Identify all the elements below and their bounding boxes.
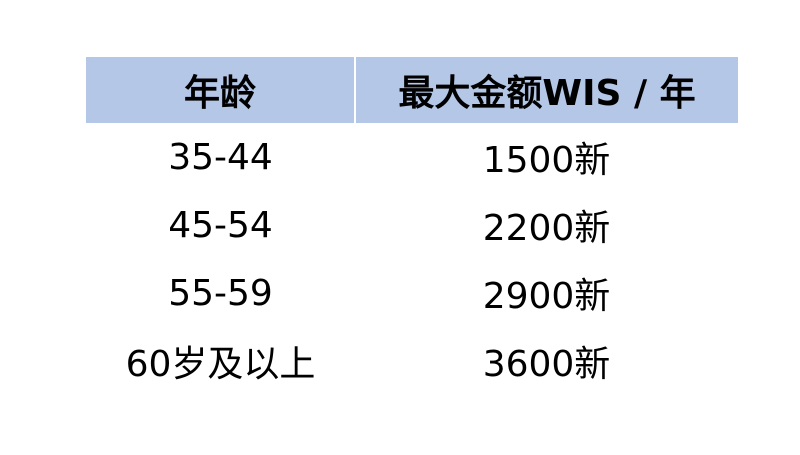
amount-cell: 2900新 [482,276,611,317]
age-cell: 60岁及以上 [125,344,316,385]
header-max-amount: 最大金额WIS / 年 [355,57,738,123]
header-row: 年龄 最大金额WIS / 年 [86,57,738,123]
table-row: 45-54 2200新 [86,191,738,259]
table-row: 60岁及以上 3600新 [86,327,738,395]
age-cell: 45-54 [168,204,273,246]
age-cell: 55-59 [168,272,273,314]
table-row: 55-59 2900新 [86,259,738,327]
age-amount-table: 年龄 最大金额WIS / 年 35-44 1500新 45-54 2200新 5… [86,57,738,395]
amount-cell: 1500新 [482,140,611,181]
header-age: 年龄 [86,57,356,123]
age-cell: 35-44 [168,136,273,178]
amount-cell: 2200新 [482,208,611,249]
table-row: 35-44 1500新 [86,123,738,191]
amount-cell: 3600新 [482,344,611,385]
